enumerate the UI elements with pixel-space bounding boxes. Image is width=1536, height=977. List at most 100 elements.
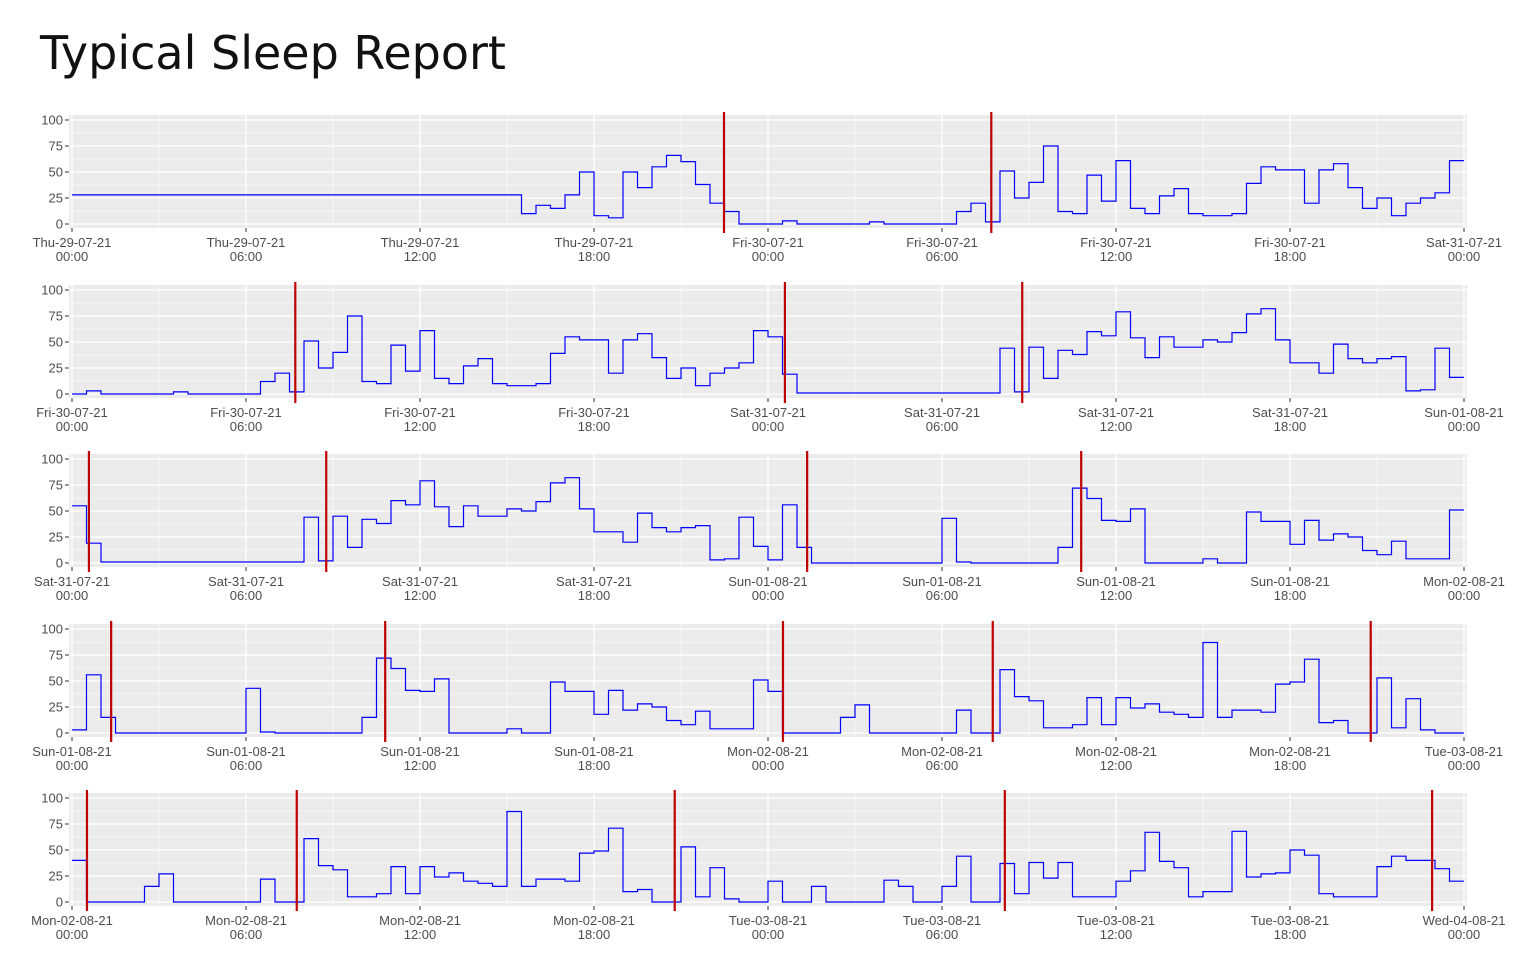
x-tick-label-date: Thu-29-07-21 bbox=[33, 235, 112, 250]
panel-1: 0255075100Thu-29-07-2100:00Thu-29-07-210… bbox=[33, 112, 1502, 264]
x-tick-label-time: 06:00 bbox=[926, 588, 959, 603]
x-tick-label-date: Fri-30-07-21 bbox=[36, 405, 108, 420]
x-tick-label-date: Wed-04-08-21 bbox=[1423, 913, 1506, 928]
panel-4: 0255075100Sun-01-08-2100:00Sun-01-08-210… bbox=[32, 621, 1503, 773]
x-tick-label-date: Sat-31-07-21 bbox=[34, 574, 110, 589]
series-line bbox=[72, 477, 1464, 564]
x-tick-label-date: Sun-01-08-21 bbox=[32, 744, 112, 759]
x-tick-label-time: 00:00 bbox=[56, 419, 89, 434]
x-tick-label-time: 00:00 bbox=[56, 927, 89, 942]
x-tick-label-time: 06:00 bbox=[926, 927, 959, 942]
x-tick-label-date: Mon-02-08-21 bbox=[553, 913, 635, 928]
x-tick-label-time: 18:00 bbox=[578, 927, 611, 942]
x-tick-label-time: 00:00 bbox=[752, 588, 785, 603]
x-tick-label-time: 12:00 bbox=[404, 419, 437, 434]
panel-3: 0255075100Sat-31-07-2100:00Sat-31-07-210… bbox=[34, 451, 1505, 603]
y-tick-label: 0 bbox=[56, 387, 63, 402]
x-tick-label-date: Sat-31-07-21 bbox=[382, 574, 458, 589]
x-tick-label-time: 00:00 bbox=[1448, 758, 1481, 773]
y-tick-label: 75 bbox=[49, 648, 63, 663]
x-tick-label-date: Sat-31-07-21 bbox=[556, 574, 632, 589]
x-tick-label-date: Fri-30-07-21 bbox=[384, 405, 456, 420]
x-tick-label-time: 06:00 bbox=[230, 927, 263, 942]
x-tick-label-date: Tue-03-08-21 bbox=[1251, 913, 1329, 928]
x-tick-label-time: 00:00 bbox=[1448, 249, 1481, 264]
series-line bbox=[72, 145, 1464, 225]
x-tick-label-date: Fri-30-07-21 bbox=[906, 235, 978, 250]
x-tick-label-time: 00:00 bbox=[752, 419, 785, 434]
page-title: Typical Sleep Report bbox=[40, 26, 506, 80]
x-tick-label-date: Sun-01-08-21 bbox=[1424, 405, 1504, 420]
y-tick-label: 100 bbox=[41, 622, 63, 637]
x-tick-label-time: 06:00 bbox=[230, 249, 263, 264]
x-tick-label-time: 00:00 bbox=[56, 758, 89, 773]
x-tick-label-time: 18:00 bbox=[578, 588, 611, 603]
x-tick-label-time: 06:00 bbox=[230, 758, 263, 773]
series-line bbox=[72, 308, 1464, 395]
y-tick-label: 100 bbox=[41, 452, 63, 467]
x-tick-label-time: 12:00 bbox=[404, 249, 437, 264]
x-tick-label-time: 18:00 bbox=[1274, 927, 1307, 942]
x-tick-label-time: 12:00 bbox=[1100, 758, 1133, 773]
x-tick-label-date: Mon-02-08-21 bbox=[901, 744, 983, 759]
y-tick-label: 0 bbox=[56, 556, 63, 571]
x-tick-label-date: Sun-01-08-21 bbox=[728, 574, 808, 589]
y-tick-label: 75 bbox=[49, 309, 63, 324]
y-tick-label: 25 bbox=[49, 530, 63, 545]
x-tick-label-time: 06:00 bbox=[926, 419, 959, 434]
x-tick-label-time: 00:00 bbox=[1448, 419, 1481, 434]
x-tick-label-date: Mon-02-08-21 bbox=[1423, 574, 1505, 589]
x-tick-label-date: Thu-29-07-21 bbox=[207, 235, 286, 250]
x-tick-label-time: 12:00 bbox=[1100, 927, 1133, 942]
panel-5: 0255075100Mon-02-08-2100:00Mon-02-08-210… bbox=[31, 790, 1505, 942]
panel-2: 0255075100Fri-30-07-2100:00Fri-30-07-210… bbox=[36, 282, 1504, 434]
x-tick-label-time: 18:00 bbox=[578, 758, 611, 773]
x-tick-label-time: 00:00 bbox=[56, 588, 89, 603]
y-tick-label: 75 bbox=[49, 817, 63, 832]
x-tick-label-time: 00:00 bbox=[1448, 588, 1481, 603]
y-tick-label: 25 bbox=[49, 869, 63, 884]
y-tick-label: 100 bbox=[41, 283, 63, 298]
x-tick-label-date: Tue-03-08-21 bbox=[729, 913, 807, 928]
x-tick-label-time: 12:00 bbox=[1100, 588, 1133, 603]
y-tick-label: 50 bbox=[49, 843, 63, 858]
x-tick-label-date: Sun-01-08-21 bbox=[554, 744, 634, 759]
x-tick-label-date: Tue-03-08-21 bbox=[903, 913, 981, 928]
x-tick-label-date: Sat-31-07-21 bbox=[1426, 235, 1502, 250]
x-tick-label-date: Mon-02-08-21 bbox=[727, 744, 809, 759]
x-tick-label-time: 00:00 bbox=[752, 249, 785, 264]
x-tick-label-date: Mon-02-08-21 bbox=[379, 913, 461, 928]
x-tick-label-time: 18:00 bbox=[1274, 758, 1307, 773]
y-tick-label: 0 bbox=[56, 726, 63, 741]
y-tick-label: 25 bbox=[49, 361, 63, 376]
x-tick-label-date: Fri-30-07-21 bbox=[1254, 235, 1326, 250]
x-tick-label-time: 18:00 bbox=[1274, 419, 1307, 434]
x-tick-label-date: Sat-31-07-21 bbox=[1252, 405, 1328, 420]
x-tick-label-date: Fri-30-07-21 bbox=[1080, 235, 1152, 250]
x-tick-label-date: Sat-31-07-21 bbox=[730, 405, 806, 420]
y-tick-label: 75 bbox=[49, 139, 63, 154]
x-tick-label-time: 12:00 bbox=[1100, 419, 1133, 434]
x-tick-label-time: 06:00 bbox=[230, 588, 263, 603]
x-tick-label-date: Sun-01-08-21 bbox=[1250, 574, 1330, 589]
x-tick-label-time: 18:00 bbox=[578, 419, 611, 434]
x-tick-label-date: Tue-03-08-21 bbox=[1077, 913, 1155, 928]
x-tick-label-time: 06:00 bbox=[230, 419, 263, 434]
y-tick-label: 50 bbox=[49, 504, 63, 519]
y-tick-label: 50 bbox=[49, 674, 63, 689]
x-tick-label-time: 12:00 bbox=[404, 927, 437, 942]
series-line bbox=[72, 641, 1464, 734]
series-line bbox=[72, 810, 1464, 903]
y-tick-label: 25 bbox=[49, 191, 63, 206]
x-tick-label-date: Mon-02-08-21 bbox=[1075, 744, 1157, 759]
x-tick-label-time: 00:00 bbox=[752, 927, 785, 942]
x-tick-label-date: Tue-03-08-21 bbox=[1425, 744, 1503, 759]
x-tick-label-time: 06:00 bbox=[926, 249, 959, 264]
x-tick-label-date: Thu-29-07-21 bbox=[381, 235, 460, 250]
x-tick-label-time: 00:00 bbox=[752, 758, 785, 773]
y-tick-label: 75 bbox=[49, 478, 63, 493]
x-tick-label-date: Sat-31-07-21 bbox=[208, 574, 284, 589]
y-tick-label: 0 bbox=[56, 895, 63, 910]
y-tick-label: 0 bbox=[56, 217, 63, 232]
